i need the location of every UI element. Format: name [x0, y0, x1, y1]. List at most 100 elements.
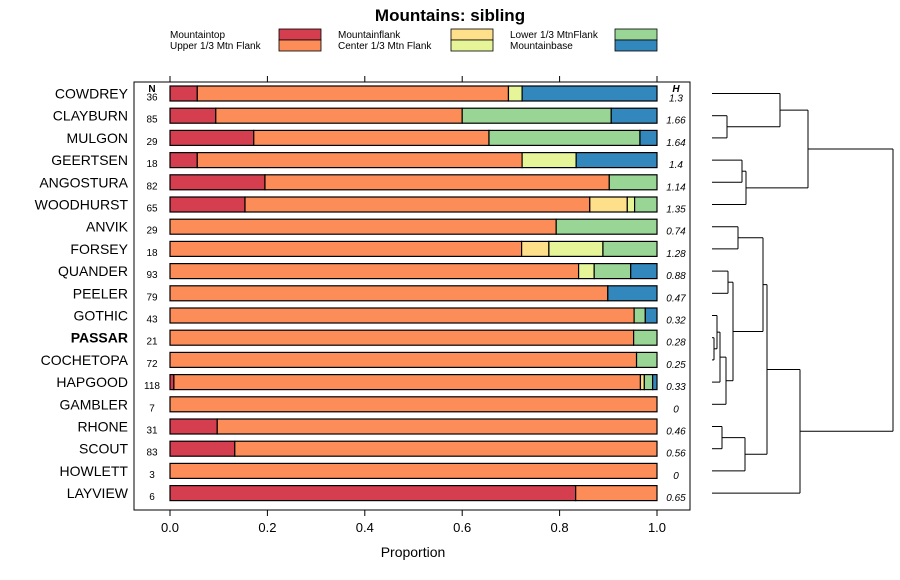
legend-swatch-upper-1-3-mtn-flank — [278, 39, 322, 52]
bar-scout-mountaintop — [169, 440, 236, 457]
legend-label-lower-1-3-mtnflank: Lower 1/3 MtnFlank — [510, 30, 599, 41]
row-label-layview: LAYVIEW — [67, 485, 129, 501]
bar-gambler-upper-1-3-mtn-flank — [169, 396, 658, 413]
n-value-forsey: 18 — [146, 248, 158, 259]
n-value-clayburn: 85 — [146, 115, 158, 126]
x-axis: 0.0 0.2 0.4 0.6 0.8 1.0 — [161, 76, 666, 535]
h-value-scout: 0.56 — [666, 449, 686, 460]
bar-quander-center-1-3-mtn-flank — [577, 263, 595, 280]
h-value-peeler: 0.47 — [666, 293, 686, 304]
bar-woodhurst-mountaintop — [169, 196, 246, 213]
legend-swatch-center-1-3-mtn-flank — [450, 39, 494, 52]
bar-cochetopa-lower-1-3-mtnflank — [635, 351, 658, 368]
n-value-woodhurst: 65 — [146, 204, 158, 215]
x-tick-label-1: 0.2 — [258, 520, 276, 535]
bar-cowdrey-upper-1-3-mtn-flank — [196, 85, 510, 102]
legend-label-mountaintop: Mountaintop — [170, 30, 225, 41]
bar-mulgon-mountainbase — [639, 129, 658, 146]
h-value-mulgon: 1.64 — [666, 138, 686, 149]
bar-anvik-lower-1-3-mtnflank — [555, 218, 658, 235]
row-label-quander: QUANDER — [58, 263, 128, 279]
n-value-passar: 21 — [146, 337, 158, 348]
bar-angostura-upper-1-3-mtn-flank — [264, 174, 610, 191]
bar-forsey-lower-1-3-mtnflank — [602, 240, 658, 257]
h-value-howlett: 0 — [673, 471, 679, 482]
bar-layview-mountaintop — [169, 485, 577, 502]
bar-mulgon-upper-1-3-mtn-flank — [253, 129, 490, 146]
bar-cowdrey-center-1-3-mtn-flank — [507, 85, 523, 102]
n-value-cowdrey: 36 — [146, 93, 158, 104]
legend-label-mountainbase: Mountainbase — [510, 41, 573, 52]
row-label-hapgood: HAPGOOD — [56, 374, 128, 390]
n-column-header: N — [148, 84, 155, 95]
h-value-rhone: 0.46 — [666, 427, 686, 438]
bar-hapgood-lower-1-3-mtnflank — [643, 374, 654, 391]
n-value-gambler: 7 — [149, 403, 155, 414]
bar-geertsen-upper-1-3-mtn-flank — [196, 152, 523, 169]
legend-swatch-mountainflank — [450, 28, 494, 41]
bar-rhone-upper-1-3-mtn-flank — [216, 418, 658, 435]
bar-peeler-mountainbase — [607, 285, 658, 302]
row-label-howlett: HOWLETT — [60, 463, 129, 479]
bar-forsey-center-1-3-mtn-flank — [548, 240, 604, 257]
h-value-forsey: 1.28 — [666, 249, 686, 260]
bar-anvik-upper-1-3-mtn-flank — [169, 218, 557, 235]
n-value-angostura: 82 — [146, 181, 158, 192]
h-value-gambler: 0 — [673, 404, 679, 415]
h-value-layview: 0.65 — [666, 493, 686, 504]
n-value-cochetopa: 72 — [146, 359, 158, 370]
n-value-anvik: 29 — [146, 226, 158, 237]
bar-howlett-upper-1-3-mtn-flank — [169, 462, 658, 479]
h-value-angostura: 1.14 — [666, 182, 686, 193]
row-label-woodhurst: WOODHURST — [35, 197, 129, 213]
bar-scout-upper-1-3-mtn-flank — [234, 440, 658, 457]
bar-geertsen-center-1-3-mtn-flank — [521, 152, 577, 169]
row-label-clayburn: CLAYBURN — [53, 108, 128, 124]
h-column-header: H — [672, 84, 680, 95]
n-value-scout: 83 — [146, 448, 158, 459]
n-value-gothic: 43 — [146, 315, 158, 326]
n-value-hapgood: 118 — [144, 381, 160, 392]
h-value-hapgood: 0.33 — [666, 382, 686, 393]
bar-forsey-upper-1-3-mtn-flank — [169, 240, 523, 257]
bar-layview-upper-1-3-mtn-flank — [575, 485, 658, 502]
bar-peeler-upper-1-3-mtn-flank — [169, 285, 609, 302]
legend-swatch-lower-1-3-mtnflank — [614, 28, 658, 41]
bar-angostura-lower-1-3-mtnflank — [608, 174, 658, 191]
n-value-rhone: 31 — [146, 426, 158, 437]
row-label-gothic: GOTHIC — [74, 308, 128, 324]
bar-geertsen-mountaintop — [169, 152, 198, 169]
bar-rhone-mountaintop — [169, 418, 218, 435]
dendrogram — [712, 93, 894, 494]
bar-angostura-mountaintop — [169, 174, 266, 191]
row-label-mulgon: MULGON — [67, 130, 128, 146]
bar-gothic-lower-1-3-mtnflank — [633, 307, 646, 324]
bar-woodhurst-lower-1-3-mtnflank — [633, 196, 658, 213]
row-label-peeler: PEELER — [73, 285, 128, 301]
bar-hapgood-upper-1-3-mtn-flank — [173, 374, 642, 391]
plot-frame — [133, 81, 691, 511]
row-label-cochetopa: COCHETOPA — [41, 352, 129, 368]
row-label-anvik: ANVIK — [86, 219, 129, 235]
n-value-howlett: 3 — [149, 470, 155, 481]
h-value-clayburn: 1.66 — [666, 116, 686, 127]
bar-woodhurst-center-1-3-mtn-flank — [626, 196, 636, 213]
legend-label-center-1-3-mtn-flank: Center 1/3 Mtn Flank — [338, 41, 432, 52]
h-value-woodhurst: 1.35 — [666, 205, 686, 216]
h-value-passar: 0.28 — [666, 338, 686, 349]
bar-passar-lower-1-3-mtnflank — [633, 329, 658, 346]
h-value-cowdrey: 1.3 — [669, 94, 683, 105]
legend-label-upper-1-3-mtn-flank: Upper 1/3 Mtn Flank — [170, 41, 262, 52]
n-value-peeler: 79 — [146, 292, 158, 303]
chart-title: Mountains: sibling — [375, 6, 525, 25]
bar-gothic-mountainbase — [644, 307, 658, 324]
legend-swatch-mountainbase — [614, 39, 658, 52]
x-tick-label-2: 0.4 — [356, 520, 374, 535]
legend-label-mountainflank: Mountainflank — [338, 30, 401, 41]
bar-quander-lower-1-3-mtnflank — [593, 263, 632, 280]
n-value-layview: 6 — [149, 492, 155, 503]
bar-quander-mountainbase — [630, 263, 658, 280]
